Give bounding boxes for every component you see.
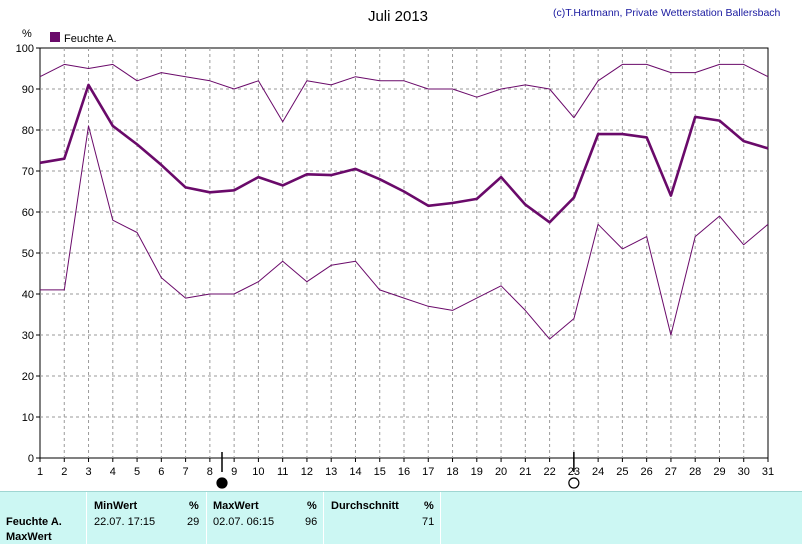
x-tick-label: 4 <box>110 466 116 478</box>
y-tick-label: 20 <box>22 371 34 383</box>
x-axis-ticks: 1234567891011121314151617181920212223242… <box>37 458 774 478</box>
x-tick-label: 1 <box>37 466 43 478</box>
series-line-min <box>40 125 769 340</box>
new-moon-icon <box>216 477 228 489</box>
x-tick-label: 17 <box>422 466 434 478</box>
min-header: MinWert <box>94 500 138 512</box>
x-tick-label: 31 <box>762 466 774 478</box>
x-tick-label: 27 <box>665 466 677 478</box>
stats-row-label-2: MaxWert <box>6 531 52 543</box>
series-line-max <box>39 63 769 123</box>
y-tick-label: 60 <box>22 207 34 219</box>
x-tick-label: 28 <box>689 466 701 478</box>
x-tick-label: 6 <box>158 466 164 478</box>
avg-unit: % <box>424 500 434 512</box>
series-line-mean <box>39 83 769 224</box>
x-tick-label: 7 <box>183 466 189 478</box>
x-tick-label: 10 <box>252 466 264 478</box>
x-tick-label: 15 <box>374 466 386 478</box>
min-time: 22.07. 17:15 <box>94 516 156 528</box>
y-tick-label: 90 <box>22 84 34 96</box>
x-tick-label: 2 <box>61 466 67 478</box>
x-tick-label: 24 <box>592 466 604 478</box>
x-tick-label: 29 <box>713 466 725 478</box>
y-tick-label: 10 <box>22 412 34 424</box>
y-tick-label: 70 <box>22 166 34 178</box>
series-lines <box>39 63 769 340</box>
x-tick-label: 25 <box>616 466 628 478</box>
moon-markers <box>216 452 580 489</box>
x-tick-label: 19 <box>471 466 483 478</box>
x-tick-label: 5 <box>134 466 140 478</box>
x-tick-label: 20 <box>495 466 507 478</box>
avg-value: 71 <box>422 516 435 528</box>
x-tick-label: 16 <box>398 466 410 478</box>
max-header: MaxWert <box>213 500 259 512</box>
stats-row-label: Feuchte A. <box>6 516 62 528</box>
avg-header: Durchschnitt <box>331 500 399 512</box>
x-tick-label: 13 <box>325 466 337 478</box>
x-tick-label: 3 <box>85 466 91 478</box>
full-moon-icon <box>568 477 580 489</box>
legend-label: Feuchte A. <box>64 33 117 45</box>
min-value: 29 <box>187 516 200 528</box>
grid <box>40 48 768 458</box>
x-tick-label: 11 <box>277 466 288 478</box>
y-axis-ticks: 0 10 20 30 40 50 60 70 80 90 100 <box>16 43 40 465</box>
legend-swatch <box>50 32 60 42</box>
statistics-panel: Feuchte A. MaxWert MinWert % 22.07. 17:1… <box>0 491 802 544</box>
x-tick-label: 21 <box>519 466 531 478</box>
y-axis-unit-label: % <box>22 28 32 40</box>
legend: Feuchte A. <box>50 32 117 45</box>
chart-title: Juli 2013 <box>368 8 428 25</box>
min-unit: % <box>189 500 199 512</box>
x-tick-label: 30 <box>738 466 750 478</box>
y-tick-label: 40 <box>22 289 34 301</box>
max-value: 96 <box>305 516 318 528</box>
y-tick-label: 30 <box>22 330 34 342</box>
y-tick-label: 80 <box>22 125 34 137</box>
x-tick-label: 9 <box>231 466 237 478</box>
max-time: 02.07. 06:15 <box>213 516 275 528</box>
chart: Juli 2013 (c)T.Hartmann, Private Wetters… <box>16 7 781 489</box>
x-tick-label: 22 <box>543 466 555 478</box>
y-tick-label: 100 <box>16 43 34 55</box>
y-tick-label: 50 <box>22 248 34 260</box>
x-tick-label: 8 <box>207 466 213 478</box>
max-unit: % <box>307 500 317 512</box>
x-tick-label: 14 <box>349 466 361 478</box>
x-tick-label: 12 <box>301 466 313 478</box>
x-tick-label: 26 <box>641 466 653 478</box>
x-tick-label: 18 <box>446 466 458 478</box>
y-tick-label: 0 <box>28 453 34 465</box>
copyright-text: (c)T.Hartmann, Private Wetterstation Bal… <box>553 7 781 19</box>
